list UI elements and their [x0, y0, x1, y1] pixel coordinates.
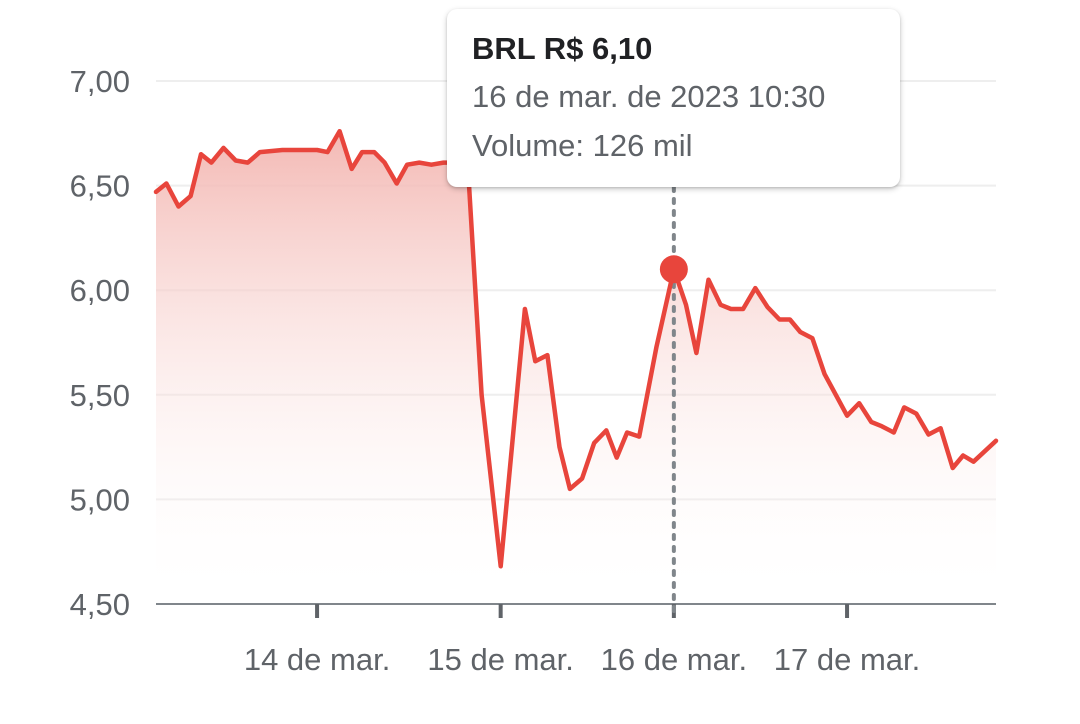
area-fill-layer [156, 131, 996, 604]
x-axis [156, 603, 996, 618]
price-line [153, 128, 999, 569]
x-tick-label: 16 de mar. [601, 642, 747, 677]
y-tick-label: 5,00 [70, 482, 130, 517]
y-tick-label: 5,50 [70, 378, 130, 413]
x-tick-label: 17 de mar. [774, 642, 920, 677]
x-tick-label: 15 de mar. [427, 642, 573, 677]
tooltip-price: BRL R$ 6,10 [472, 31, 653, 66]
y-axis-labels: 7,00 6,50 6,00 5,50 5,00 4,50 [70, 64, 130, 622]
area-fill [156, 131, 996, 604]
y-tick-label: 4,50 [70, 587, 130, 622]
y-tick-label: 6,50 [70, 169, 130, 204]
highlight-point[interactable] [659, 255, 688, 284]
price-tooltip: BRL R$ 6,10 16 de mar. de 2023 10:30 Vol… [447, 9, 900, 187]
price-line-layer [153, 128, 999, 569]
y-tick-label: 7,00 [70, 64, 130, 99]
x-tick-label: 14 de mar. [244, 642, 390, 677]
tooltip-datetime: 16 de mar. de 2023 10:30 [472, 79, 826, 114]
tooltip-volume: Volume: 126 mil [472, 128, 693, 163]
marker-layer [659, 255, 688, 284]
y-tick-label: 6,00 [70, 273, 130, 308]
x-axis-labels: 14 de mar. 15 de mar. 16 de mar. 17 de mar. [244, 642, 920, 677]
